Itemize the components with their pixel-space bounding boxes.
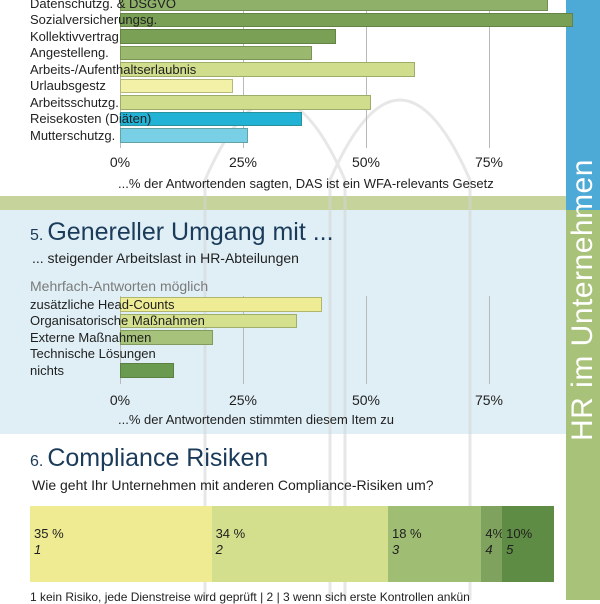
bar-label: Sozialversicherungsg. [30, 12, 158, 28]
tick-label: 75% [474, 392, 504, 408]
segment-index: 4 [485, 542, 493, 557]
tick-label: 50% [351, 154, 381, 170]
tick-label: 75% [474, 154, 504, 170]
bar-label: Organisatorische Maßnahmen [30, 313, 205, 329]
bar [120, 95, 371, 110]
right-accent-strip [566, 0, 600, 600]
bar-label: nichts [30, 362, 64, 378]
segment-percent: 4% [485, 526, 505, 541]
bar [120, 29, 337, 44]
bar [120, 111, 303, 126]
section5-number: 5. [30, 227, 44, 244]
segment-percent: 35 % [34, 526, 64, 541]
section6-legend: 1 kein Risiko, jede Dienstreise wird gep… [30, 590, 470, 604]
segment-index: 3 [391, 542, 400, 557]
chart2-x-caption: ...% der Antwortenden stimmten diesem It… [118, 412, 395, 427]
bar-label: Arbeitsschutzg. [30, 94, 119, 110]
section6-subtitle: Wie geht Ihr Unternehmen mit anderen Com… [32, 477, 434, 493]
tick-label: 25% [228, 154, 258, 170]
bar-label: Kollektivvertrag [30, 28, 119, 44]
segment-percent: 34 % [215, 526, 246, 541]
bar-label: Arbeits-/Aufenthaltserlaubnis [30, 61, 197, 77]
chart1-x-caption: ...% der Antwortenden sagten, DAS ist ei… [118, 176, 494, 191]
bar-label: Datenschutzg. & DSGVO [30, 0, 176, 11]
bar [120, 12, 573, 27]
bar-label: Mutterschutzg. [30, 127, 116, 143]
bar [120, 128, 248, 143]
segment-percent: 18 % [391, 526, 422, 541]
bar-label: Urlaubsgestz [30, 78, 106, 94]
bar [120, 45, 312, 60]
bar-label: Externe Maßnahmen [30, 329, 152, 345]
bar-label: Angestelleng. [30, 45, 109, 61]
vertical-section-title: HR im Unternehmen [566, 159, 599, 441]
bar [120, 78, 234, 93]
tick-label: 0% [109, 392, 131, 408]
bar [120, 330, 214, 345]
section5-note: Mehrfach-Antworten möglich [30, 278, 209, 294]
stacked-segment: 18 % 3 [387, 506, 482, 582]
stacked-segment: 35 % 1 [30, 506, 212, 582]
bar [120, 313, 298, 328]
segment-index: 5 [506, 542, 514, 557]
grid-line [489, 0, 490, 148]
bar [120, 62, 416, 77]
section5-title: 5. Genereller Umgang mit ... [30, 218, 334, 247]
section6-title: 6. Compliance Risiken [30, 444, 268, 473]
segment-index: 2 [215, 542, 223, 557]
section6-number: 6. [30, 453, 44, 470]
bar [120, 0, 549, 11]
section5-subtitle: ... steigender Arbeitslast in HR-Abteilu… [32, 250, 299, 266]
bar-label: Reisekosten (Diäten) [30, 111, 152, 127]
band-divider [0, 196, 566, 210]
tick-label: 50% [351, 392, 381, 408]
bar-label: Technische Lösungen [30, 346, 156, 362]
section6-title-text: Compliance Risiken [47, 444, 269, 472]
tick-label: 25% [228, 392, 258, 408]
grid-line [489, 296, 490, 384]
stacked-segment: 34 % 2 [211, 506, 388, 582]
bar [120, 297, 322, 312]
bar-label: zusätzliche Head-Counts [30, 296, 175, 312]
bar [120, 363, 175, 378]
stacked-segment: 10% 5 [502, 506, 554, 582]
grid-line [366, 296, 367, 384]
segment-percent: 10% [506, 526, 533, 541]
grid-line [243, 296, 244, 384]
tick-label: 0% [109, 154, 131, 170]
section5-title-text: Genereller Umgang mit ... [47, 218, 334, 246]
segment-index: 1 [34, 542, 42, 557]
stacked-segment: 4% 4 [481, 506, 505, 582]
